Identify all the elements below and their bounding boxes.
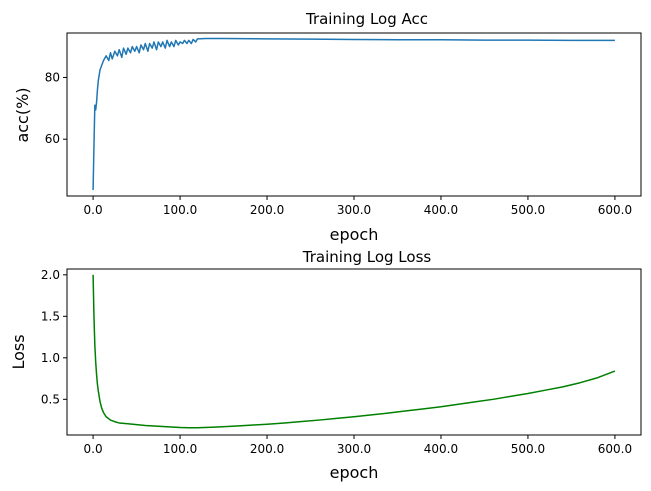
acc-x-tick-label: 400.0 [424, 203, 458, 217]
loss-series-line [92, 274, 616, 429]
acc-x-tick-label: 200.0 [250, 203, 284, 217]
acc-x-tick-label: 0.0 [84, 203, 103, 217]
loss-x-tick-label: 200.0 [250, 442, 284, 456]
loss-x-tick-label: 600.0 [598, 442, 632, 456]
acc-y-tick-label: 60 [45, 132, 60, 146]
acc-x-axis-label: epoch [330, 225, 379, 244]
acc-x-tick-label: 500.0 [511, 203, 545, 217]
acc-y-ticks: 60 80 [45, 70, 67, 146]
acc-x-ticks: 0.0 100.0 200.0 300.0 400.0 500.0 600.0 [84, 196, 632, 217]
acc-x-tick-label: 600.0 [598, 203, 632, 217]
loss-x-tick-label: 100.0 [163, 442, 197, 456]
loss-y-tick-label: 1.5 [41, 309, 60, 323]
loss-x-tick-label: 300.0 [337, 442, 371, 456]
acc-chart-title: Training Log Acc [305, 10, 428, 28]
acc-series-line [92, 37, 615, 191]
loss-x-tick-label: 0.0 [84, 442, 103, 456]
loss-y-axis-label: Loss [9, 334, 28, 369]
acc-x-tick-label: 100.0 [163, 203, 197, 217]
acc-y-tick-label: 80 [45, 70, 60, 84]
loss-chart-title: Training Log Loss [302, 248, 432, 266]
acc-chart-panel: Training Log Acc 0.0 100.0 200.0 300.0 400.0… [13, 10, 642, 244]
loss-x-ticks: 0.0 100.0 200.0 300.0 400.0 500.0 600.0 [84, 435, 632, 456]
loss-x-tick-label: 400.0 [424, 442, 458, 456]
loss-y-tick-label: 2.0 [41, 268, 60, 282]
loss-y-tick-label: 0.5 [41, 392, 60, 406]
loss-x-axis-label: epoch [330, 463, 379, 482]
acc-x-tick-label: 300.0 [337, 203, 371, 217]
loss-y-ticks: 0.5 1.0 1.5 2.0 [41, 268, 67, 406]
loss-chart-panel: Training Log Loss 0.0 100.0 200.0 300.0 400.… [9, 248, 642, 482]
acc-y-axis-label: acc(%) [13, 87, 32, 142]
loss-y-tick-label: 1.0 [41, 351, 60, 365]
loss-x-tick-label: 500.0 [511, 442, 545, 456]
